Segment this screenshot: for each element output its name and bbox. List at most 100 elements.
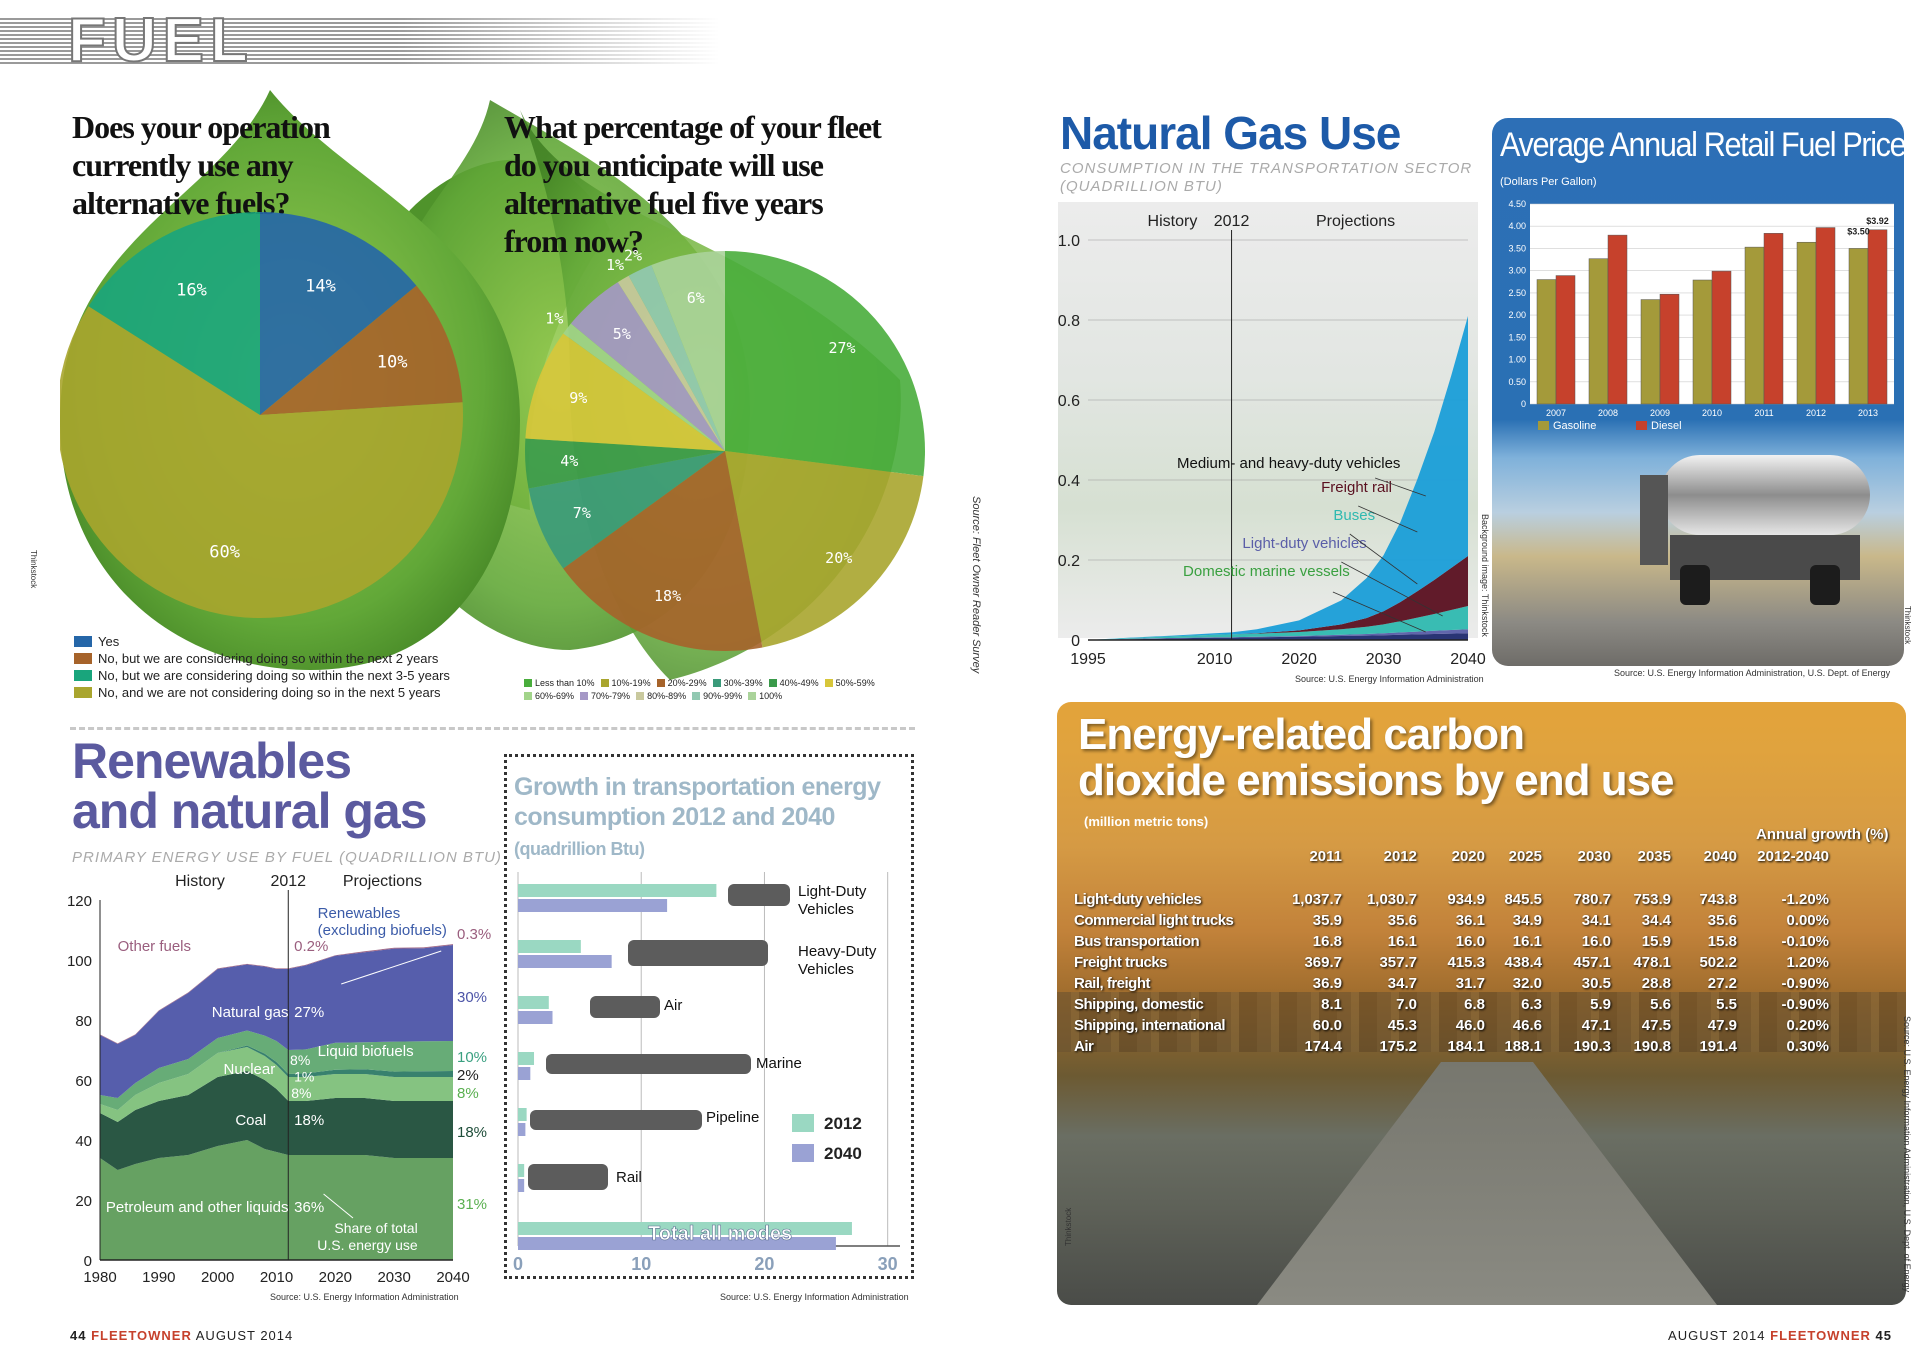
natgas-xtick: 2010 — [1197, 651, 1233, 668]
pie2-legend-item: 50%-59% — [824, 676, 875, 689]
pie2-title: What percentage of your fleet do you ant… — [504, 109, 882, 259]
co2-cell: 36.1 — [1455, 912, 1485, 929]
pie1-legend-item: No, but we are considering doing so with… — [74, 650, 494, 667]
pie1-slice-1 — [260, 285, 463, 415]
natgas-series-label-2: Buses — [1333, 507, 1375, 524]
pie1-legend-item: Yes — [74, 633, 494, 650]
prices-bar-gasoline — [1692, 279, 1713, 405]
co2-column-header: 2025 — [1508, 848, 1542, 865]
growth-title-unit: (quadrillion Btu) — [514, 839, 645, 859]
prices-xtick: 2007 — [1546, 408, 1566, 418]
renew-area-2 — [100, 1047, 453, 1122]
co2-column-header — [1074, 846, 1274, 867]
growth-bar-2040 — [518, 1011, 553, 1024]
natgas-ytick: 0.8 — [1058, 313, 1080, 330]
growth-xtick: 10 — [631, 1254, 651, 1274]
co2-cell: 15.8 — [1707, 933, 1737, 950]
prices-bar-gasoline — [1588, 258, 1609, 405]
co2-table: 2011 2012 2020 2025 2030 2035 2040 2012-2040 Lig… — [1074, 846, 1829, 1057]
renew-leader-share — [323, 1193, 354, 1219]
renew-label-renew-2012: 8% — [290, 1052, 310, 1068]
co2-cell: 5.5 — [1716, 996, 1737, 1013]
prices-legend-label-1: Diesel — [1651, 420, 1682, 432]
prices-bar-diesel — [1763, 233, 1784, 405]
pie2-legend: Less than 10% 10%-19% 20%-29% 30%-39% 40%-49… — [524, 676, 924, 702]
pie2-slice-9 — [628, 265, 725, 451]
pie1-legend-swatch — [74, 653, 92, 664]
pie2-slice-label-1: 20% — [825, 549, 852, 567]
natgas-split-label: 2012 — [1214, 213, 1250, 230]
table-row: Bus transportation 16.8 16.1 16.0 16.1 16.0 15… — [1074, 931, 1829, 952]
prices-bar-gasoline — [1796, 241, 1817, 405]
pie2-legend-swatch — [656, 678, 665, 687]
table-row: Commercial light trucks 35.9 35.6 36.1 34.9 3… — [1074, 910, 1829, 931]
co2-cell: 5.9 — [1590, 996, 1611, 1013]
renew-ytick: 120 — [67, 893, 92, 910]
co2-cell: 174.4 — [1304, 1038, 1342, 1055]
renew-ytick: 20 — [75, 1193, 92, 1210]
co2-cell: 35.6 — [1387, 912, 1417, 929]
semi-truck-icon — [628, 940, 768, 966]
pie2-slice-label-4: 4% — [560, 452, 578, 470]
pie2-slice-3 — [528, 451, 725, 569]
natgas-ytick: 0 — [1071, 633, 1080, 650]
prices-xtick: 2010 — [1702, 408, 1722, 418]
renew-label-petroleum: Petroleum and other liquids — [106, 1199, 289, 1216]
natgas-leader-2 — [1349, 533, 1418, 585]
renew-label-natgas-pct: 27% — [294, 1004, 324, 1021]
co2-row-label: Bus transportation — [1074, 933, 1200, 950]
prices-ytick: 2.00 — [1508, 310, 1526, 320]
pie1-slice-label-2: 60% — [209, 543, 240, 563]
table-row: Air 174.4 175.2 184.1 188.1 190.3 190.8 191.4 0.… — [1074, 1036, 1829, 1057]
growth-panel — [504, 754, 914, 1279]
co2-row-label: Shipping, domestic — [1074, 996, 1204, 1013]
pie1-slice-label-3: 16% — [176, 280, 207, 300]
pie2-slice-label-9: 2% — [624, 247, 642, 265]
prices-ytick: 3.00 — [1508, 266, 1526, 276]
growth-bar-2040 — [518, 1123, 526, 1136]
photo-credit: Thinkstock — [29, 550, 38, 589]
co2-cell: 46.0 — [1455, 1017, 1485, 1034]
footer-right: AUGUST 2014 FLEETOWNER 45 — [1668, 1328, 1892, 1343]
growth-legend-label-0: 2012 — [824, 1114, 862, 1133]
co2-cell: 16.1 — [1512, 933, 1542, 950]
growth-legend-swatch-1 — [792, 1144, 814, 1162]
pie1-slice-2 — [60, 306, 463, 618]
natgas-series-label-1: Freight rail — [1321, 479, 1392, 496]
renew-leader-renew — [341, 950, 442, 985]
renew-xtick: 2020 — [319, 1269, 352, 1286]
pie2-legend-item: Less than 10% — [524, 676, 595, 689]
prices-xtick: 2013 — [1858, 408, 1878, 418]
co2-panel — [1057, 702, 1906, 1305]
table-row: Shipping, domestic 8.1 7.0 6.8 6.3 5.9 5.6 5.5 -… — [1074, 994, 1829, 1015]
pie1-legend-label: No, but we are considering doing so with… — [98, 668, 450, 683]
pie1-legend-swatch — [74, 687, 92, 698]
co2-cell: 60.0 — [1312, 1017, 1342, 1034]
renew-projection-label: Projections — [343, 873, 422, 890]
pie2-slice-10 — [651, 251, 725, 451]
pie2-legend-label: 80%-89% — [647, 690, 687, 701]
pie1-legend-swatch — [74, 636, 92, 647]
pie2-legend-item: 30%-39% — [712, 676, 763, 689]
prices-subtitle: (Dollars Per Gallon) — [1500, 176, 1597, 188]
co2-cell: 8.1 — [1321, 996, 1342, 1013]
co2-row-label: Light-duty vehicles — [1074, 891, 1202, 908]
co2-cell: 0.20% — [1786, 1017, 1829, 1034]
pie1-legend-swatch — [74, 670, 92, 681]
natgas-ytick: 0.2 — [1058, 553, 1080, 570]
renew-source: Source: U.S. Energy Information Administ… — [270, 1292, 459, 1302]
pie2-chart: 27%20%18%7%4%9%1%5%1%2%6% — [525, 247, 925, 651]
pie1-slice-0 — [260, 212, 417, 415]
co2-cell: 34.4 — [1641, 912, 1671, 929]
renew-area-1 — [100, 1071, 453, 1170]
pie2-slice-label-6: 1% — [545, 310, 563, 328]
co2-spacer-row — [1074, 867, 1829, 889]
renew-ytick: 40 — [75, 1133, 92, 1150]
train-icon — [528, 1164, 608, 1190]
renew-right-pet: 31% — [457, 1196, 487, 1213]
co2-cell: 1,030.7 — [1366, 891, 1417, 908]
renew-xtick: 2030 — [377, 1269, 410, 1286]
natgas-xtick: 2030 — [1366, 651, 1402, 668]
pie2-legend-label: 20%-29% — [667, 677, 707, 688]
co2-cell: -1.20% — [1781, 891, 1829, 908]
